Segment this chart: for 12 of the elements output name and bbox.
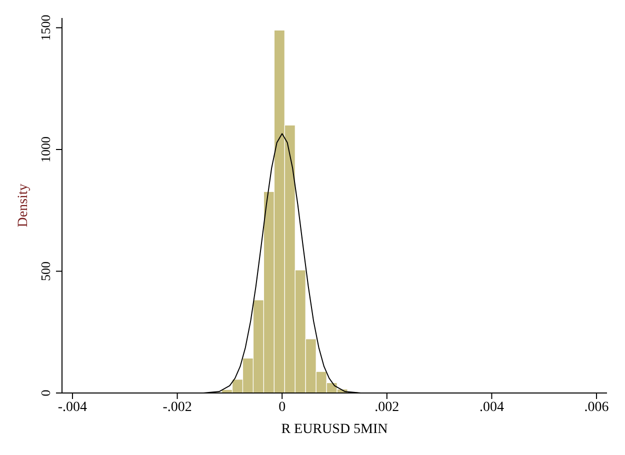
y-tick-label: 1000 [38, 136, 53, 162]
x-tick-label: -.002 [162, 400, 192, 415]
y-tick-label: 500 [38, 261, 53, 281]
x-tick-label: .002 [374, 400, 400, 415]
y-tick-label: 0 [38, 390, 53, 396]
x-tick-label: .004 [479, 400, 504, 415]
y-tick-label: 1500 [38, 14, 53, 41]
x-axis-title: R EURUSD 5MIN [281, 422, 388, 437]
x-tick-label: -.004 [58, 400, 88, 415]
x-tick-label: 0 [278, 400, 286, 415]
x-tick-label: .006 [584, 400, 609, 415]
y-axis-title: Density [16, 184, 31, 228]
